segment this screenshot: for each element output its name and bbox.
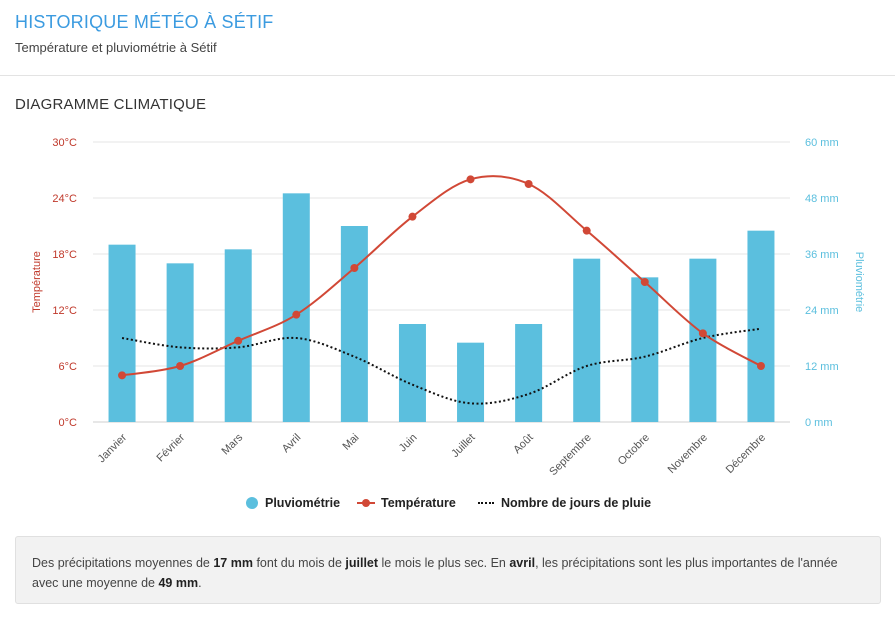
summary-value-min-rain: 17 mm	[213, 556, 253, 570]
summary-wettest-month: avril	[509, 556, 536, 570]
line-temperature	[121, 175, 762, 377]
x-axis-tick-label: Novembre	[666, 432, 710, 476]
section-title: DIAGRAMME CLIMATIQUE	[15, 96, 207, 113]
summary-text: Des précipitations moyennes de	[32, 556, 214, 570]
legend-item-temperature[interactable]: Température	[357, 496, 456, 510]
left-axis-tick-label: 18°C	[52, 249, 77, 261]
legend-label-pluviometrie: Pluviométrie	[265, 496, 341, 510]
point-temperature[interactable]	[582, 226, 591, 235]
dotted-line-swatch-icon	[478, 502, 494, 504]
bar-pluviometrie[interactable]	[224, 249, 252, 422]
left-axis-tick-label: 30°C	[52, 137, 77, 149]
summary-text: font du mois de	[252, 556, 346, 570]
bar-pluviometrie[interactable]	[631, 277, 659, 422]
bar-pluviometrie[interactable]	[747, 230, 775, 422]
bar-pluviometrie[interactable]	[340, 226, 368, 422]
page-title: HISTORIQUE MÉTÉO À SÉTIF	[15, 12, 274, 32]
bar-pluviometrie[interactable]	[166, 263, 194, 422]
point-temperature[interactable]	[466, 175, 475, 184]
point-temperature[interactable]	[524, 180, 533, 188]
point-temperature[interactable]	[292, 310, 301, 319]
left-axis-title: Température	[31, 251, 43, 313]
line-rain-days	[121, 327, 762, 405]
x-axis-tick-label: Octobre	[616, 432, 652, 468]
line-swatch-icon	[357, 496, 375, 510]
summary-text: .	[198, 576, 202, 590]
point-temperature[interactable]	[176, 362, 185, 370]
x-axis-tick-label: Juin	[397, 432, 420, 455]
point-temperature[interactable]	[118, 371, 127, 380]
x-axis-tick-label: Juillet	[449, 432, 477, 460]
point-temperature[interactable]	[350, 264, 359, 272]
legend-label-temperature: Température	[381, 496, 456, 510]
point-temperature[interactable]	[698, 329, 707, 338]
left-axis-tick-label: 0°C	[59, 417, 78, 429]
point-temperature[interactable]	[640, 278, 649, 286]
summary-box: Des précipitations moyennes de 17 mm fon…	[15, 536, 881, 604]
right-axis-tick-label: 24 mm	[805, 305, 839, 317]
legend-item-pluviometrie[interactable]: Pluviométrie	[246, 496, 340, 510]
point-temperature[interactable]	[756, 362, 765, 370]
left-axis-tick-label: 24°C	[52, 193, 77, 205]
bar-swatch-icon	[246, 497, 258, 509]
x-axis-tick-label: Décembre	[724, 432, 768, 476]
left-axis-tick-label: 6°C	[59, 361, 78, 373]
point-temperature[interactable]	[408, 212, 417, 221]
x-axis-tick-label: Août	[511, 432, 535, 456]
x-axis-tick-label: Septembre	[547, 432, 594, 479]
page-header: HISTORIQUE MÉTÉO À SÉTIF Température et …	[0, 0, 895, 76]
right-axis-tick-label: 36 mm	[805, 249, 839, 261]
bar-pluviometrie[interactable]	[573, 258, 601, 422]
summary-value-max-rain: 49 mm	[158, 576, 199, 590]
x-axis-tick-label: Mars	[220, 431, 246, 457]
bar-pluviometrie[interactable]	[398, 324, 426, 422]
x-axis-tick-label: Mai	[340, 432, 361, 453]
chart-legend: Pluviométrie Température Nombre de jours…	[0, 496, 895, 516]
bar-pluviometrie[interactable]	[108, 244, 136, 422]
right-axis-tick-label: 48 mm	[805, 193, 839, 205]
x-axis-tick-label: Avril	[280, 432, 303, 455]
x-axis-tick-label: Janvier	[96, 431, 130, 465]
legend-item-rain-days[interactable]: Nombre de jours de pluie	[478, 496, 651, 510]
x-axis-tick-label: Février	[155, 431, 188, 464]
legend-label-rain-days: Nombre de jours de pluie	[501, 496, 652, 510]
summary-text: le mois le plus sec. En	[378, 556, 510, 570]
page-subtitle: Température et pluviométrie à Sétif	[15, 40, 217, 55]
bar-pluviometrie[interactable]	[515, 324, 543, 422]
summary-text: , les précipitations sont les plus impor…	[32, 556, 838, 590]
summary-driest-month: juillet	[345, 556, 379, 570]
right-axis-title: Pluviométrie	[853, 252, 865, 313]
right-axis-tick-label: 60 mm	[805, 137, 839, 149]
right-axis-tick-label: 0 mm	[805, 417, 833, 429]
bar-pluviometrie[interactable]	[457, 342, 485, 422]
climate-chart: 0°C 0 mm 6°C 12 mm 12°C 24 mm 18°C 36 mm 24°C 48 …	[31, 137, 865, 479]
point-temperature[interactable]	[234, 336, 243, 345]
left-axis-tick-label: 12°C	[52, 305, 77, 317]
right-axis-tick-label: 12 mm	[805, 361, 839, 373]
